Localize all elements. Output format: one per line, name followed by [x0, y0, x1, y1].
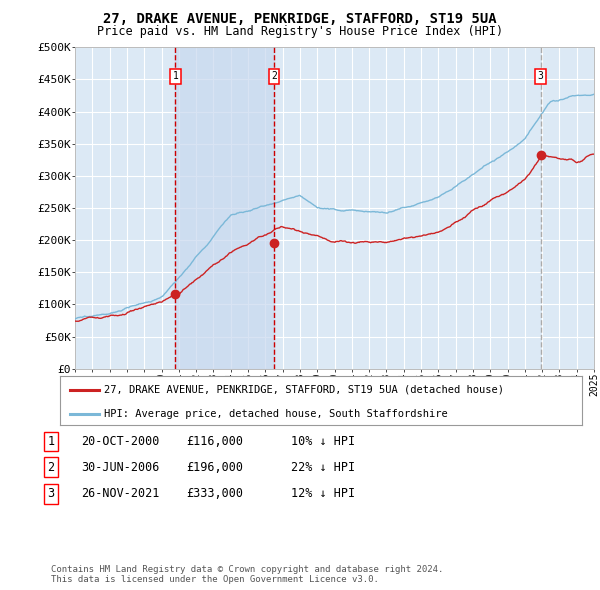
Text: 12% ↓ HPI: 12% ↓ HPI — [291, 487, 355, 500]
Text: 26-NOV-2021: 26-NOV-2021 — [81, 487, 160, 500]
Text: 20-OCT-2000: 20-OCT-2000 — [81, 435, 160, 448]
Text: 1: 1 — [47, 435, 55, 448]
Text: 2: 2 — [47, 461, 55, 474]
Text: £333,000: £333,000 — [186, 487, 243, 500]
Text: £116,000: £116,000 — [186, 435, 243, 448]
Text: Price paid vs. HM Land Registry's House Price Index (HPI): Price paid vs. HM Land Registry's House … — [97, 25, 503, 38]
Text: 10% ↓ HPI: 10% ↓ HPI — [291, 435, 355, 448]
Text: 22% ↓ HPI: 22% ↓ HPI — [291, 461, 355, 474]
Text: Contains HM Land Registry data © Crown copyright and database right 2024.
This d: Contains HM Land Registry data © Crown c… — [51, 565, 443, 584]
Text: 3: 3 — [538, 71, 544, 81]
Bar — [175, 47, 274, 369]
Text: £196,000: £196,000 — [186, 461, 243, 474]
Text: 1: 1 — [172, 71, 178, 81]
Text: HPI: Average price, detached house, South Staffordshire: HPI: Average price, detached house, Sout… — [104, 409, 448, 419]
Text: 27, DRAKE AVENUE, PENKRIDGE, STAFFORD, ST19 5UA (detached house): 27, DRAKE AVENUE, PENKRIDGE, STAFFORD, S… — [104, 385, 505, 395]
Text: 30-JUN-2006: 30-JUN-2006 — [81, 461, 160, 474]
Text: 3: 3 — [47, 487, 55, 500]
Text: 27, DRAKE AVENUE, PENKRIDGE, STAFFORD, ST19 5UA: 27, DRAKE AVENUE, PENKRIDGE, STAFFORD, S… — [103, 12, 497, 26]
Text: 2: 2 — [271, 71, 277, 81]
